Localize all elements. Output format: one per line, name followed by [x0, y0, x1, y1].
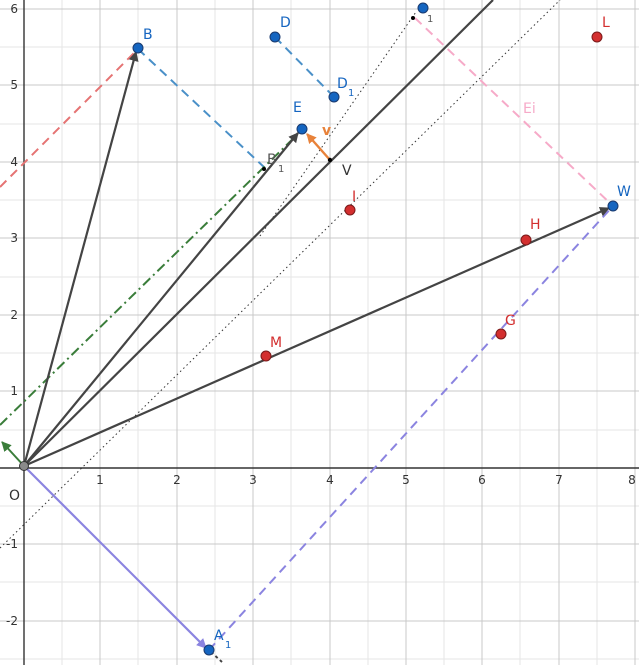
label-i: I — [352, 189, 356, 205]
label-b1-sub: 1 — [278, 164, 284, 175]
y-tick-label: 5 — [10, 78, 18, 92]
blue-points — [132, 2, 619, 656]
dotted-lines — [0, 0, 561, 549]
x-tick-labels: 1 2 3 4 5 6 7 8 — [96, 473, 636, 487]
label-d1: D — [337, 76, 348, 92]
point-e[interactable] — [296, 123, 308, 135]
label-d: D — [280, 15, 291, 31]
label-h: H — [530, 217, 541, 233]
label-l: L — [602, 15, 610, 31]
vector-oe — [23, 132, 299, 467]
x-tick-label: 5 — [402, 473, 410, 487]
v-vector — [306, 133, 331, 161]
point-d1[interactable] — [328, 91, 340, 103]
point-d[interactable] — [269, 31, 281, 43]
point-v — [327, 157, 333, 163]
y-tick-label: -1 — [6, 537, 18, 551]
label-v: V — [342, 163, 352, 179]
label-m: M — [270, 335, 282, 351]
dashed-lines — [0, 17, 614, 651]
y-tick-label: 6 — [10, 2, 18, 16]
b-to-b1-dashed-line — [137, 48, 266, 169]
y-tick-label: 2 — [10, 308, 18, 322]
y-tick-label: 4 — [10, 155, 18, 169]
label-top-sub: 1 — [427, 14, 433, 25]
label-e: E — [293, 100, 302, 116]
point-b1 — [262, 167, 266, 171]
x-tick-label: 2 — [173, 473, 181, 487]
x-tick-label: 7 — [555, 473, 563, 487]
green-vector — [1, 441, 25, 467]
point-g[interactable] — [495, 328, 507, 340]
point-b[interactable] — [132, 42, 144, 54]
label-g: G — [505, 313, 516, 329]
red-points — [260, 31, 603, 362]
x-tick-label: 4 — [326, 473, 334, 487]
dotted-line-upper — [259, 11, 417, 237]
ei-dashed-line — [414, 17, 614, 207]
vectors — [22, 0, 610, 468]
vector-ow — [23, 206, 610, 468]
label-b1: B — [267, 152, 277, 168]
salmon-dashed-line — [0, 48, 139, 188]
d-to-d1-dashed-line — [274, 36, 335, 98]
vector-ob — [22, 51, 139, 467]
line-through-v — [23, 0, 494, 467]
point-w[interactable] — [607, 200, 619, 212]
label-w: W — [617, 184, 631, 200]
label-d1-sub: 1 — [348, 88, 354, 99]
purple-dashed-line — [208, 205, 614, 651]
y-tick-label: -2 — [6, 614, 18, 628]
point-m[interactable] — [260, 350, 272, 362]
point-top-sub — [411, 16, 415, 20]
x-tick-label: 1 — [96, 473, 104, 487]
point-o[interactable] — [19, 461, 29, 471]
x-tick-label: 8 — [628, 473, 636, 487]
point-a1[interactable] — [203, 644, 215, 656]
point-i[interactable] — [344, 204, 356, 216]
y-tick-label: 3 — [10, 231, 18, 245]
label-v-vector: v — [322, 123, 331, 139]
label-ei: Ei — [523, 101, 536, 117]
y-tick-labels: 6 5 4 3 2 1 -1 -2 — [6, 2, 18, 628]
point-top[interactable] — [417, 2, 429, 14]
point-h[interactable] — [520, 234, 532, 246]
dotted-line-lower — [0, 0, 561, 549]
point-labels: O B D D 1 E B 1 V 1 L I W H G M A 1 v Ei — [9, 14, 631, 651]
label-o: O — [9, 488, 20, 504]
label-a1: A — [214, 628, 224, 644]
x-tick-label: 6 — [478, 473, 486, 487]
x-tick-label: 3 — [249, 473, 257, 487]
vector-oa1 — [23, 465, 207, 649]
y-tick-label: 1 — [10, 384, 18, 398]
label-a1-sub: 1 — [225, 640, 231, 651]
point-l[interactable] — [591, 31, 603, 43]
label-b: B — [143, 27, 153, 43]
